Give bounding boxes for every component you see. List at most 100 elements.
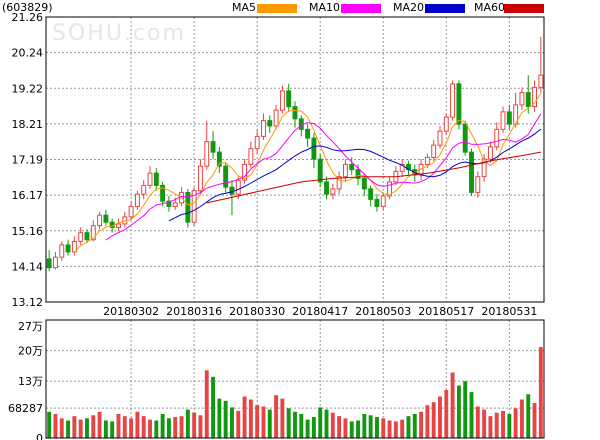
candlestick-series [46, 36, 544, 272]
volume-bar [135, 411, 140, 438]
volume-bar [53, 413, 58, 438]
candle [311, 132, 317, 168]
candle [292, 101, 298, 128]
candle-body-up [242, 163, 248, 181]
candle-body-down [160, 184, 166, 202]
candle-body-up [279, 90, 285, 111]
volume-bar [488, 416, 493, 438]
candle-body-up [494, 128, 500, 148]
candle-body-down [324, 181, 329, 195]
volume-bar [204, 370, 209, 438]
price-tick-label: 20.24 [12, 47, 44, 60]
volume-bar [400, 419, 405, 438]
volume-bar [223, 400, 228, 438]
legend-item-ma10: MA10 [309, 1, 381, 14]
candle-body-down [506, 111, 512, 125]
candle [147, 166, 153, 189]
candle [223, 162, 229, 193]
candle-body-up [90, 225, 96, 241]
date-axis: 20180302 20180316 20180330 20180417 20180503… [103, 305, 537, 318]
candle-body-up [330, 188, 336, 195]
volume-bar [444, 389, 449, 438]
candle-body-up [273, 109, 279, 127]
candle [525, 75, 531, 114]
candle-body-up [116, 223, 121, 228]
volume-bar [450, 372, 455, 438]
candle [349, 157, 355, 175]
candle-body-up [147, 172, 153, 186]
ma5-line [74, 93, 542, 253]
volume-tick-label: 27万 [18, 320, 43, 333]
candle [254, 129, 260, 154]
candle-body-up [254, 135, 260, 150]
candle-body-up [191, 190, 197, 223]
volume-bar [507, 413, 512, 438]
volume-bar [501, 410, 505, 438]
date-tick-label: 20180531 [481, 305, 537, 318]
volume-bar [154, 420, 159, 438]
legend-swatch-ma60 [504, 4, 544, 13]
volume-bar [381, 418, 386, 438]
candle [380, 192, 386, 210]
price-tick-label: 14.14 [12, 260, 44, 273]
candle-body-up [71, 240, 77, 253]
volume-bar [78, 419, 83, 438]
volume-bar [482, 409, 487, 438]
volume-bar [72, 416, 77, 438]
candle [65, 239, 71, 256]
legend-swatch-ma5 [257, 4, 297, 13]
date-tick-label: 20180316 [166, 305, 222, 318]
candle [185, 188, 191, 228]
volume-bar [337, 416, 342, 438]
volume-bar [475, 406, 480, 438]
candle [53, 251, 58, 270]
candle [519, 87, 525, 111]
moving-average-lines [74, 93, 542, 253]
date-tick-label: 20180503 [355, 305, 411, 318]
candle [317, 153, 323, 188]
candle [141, 180, 147, 200]
price-tick-label: 16.17 [12, 189, 44, 202]
candle-body-up [387, 181, 393, 197]
volume-series [47, 347, 543, 438]
candle [443, 113, 449, 135]
candle-body-up [235, 179, 241, 195]
candle-body-up [97, 214, 103, 227]
legend-swatch-ma20 [425, 4, 465, 13]
candle-body-down [368, 188, 374, 200]
volume-y-axis: 27万 20万 13万 68287 0 [8, 320, 43, 440]
candle-body-down [210, 141, 216, 153]
candle [197, 159, 203, 195]
candle-body-down [355, 169, 361, 179]
candle-body-down [349, 163, 355, 171]
candle [500, 106, 506, 133]
candle-body-down [317, 158, 323, 183]
volume-bar [230, 407, 234, 438]
candle-body-up [500, 111, 506, 130]
candle [128, 201, 134, 221]
volume-bar [469, 392, 474, 438]
volume-bar [456, 385, 461, 438]
volume-bar [362, 413, 367, 438]
candle-body-up [59, 244, 65, 258]
candle-body-down [229, 186, 235, 195]
candle [538, 36, 544, 93]
price-tick-label: 17.19 [12, 154, 44, 167]
date-tick-label: 20180417 [292, 305, 348, 318]
candle-body-down [525, 92, 531, 108]
candle-body-up [134, 193, 140, 207]
price-tick-label: 15.16 [12, 225, 44, 238]
volume-bar [532, 403, 537, 438]
volume-bar [173, 417, 178, 438]
legend-swatch-ma10 [341, 4, 381, 13]
candle-body-down [65, 244, 71, 253]
candle [273, 104, 279, 130]
candle [431, 139, 437, 161]
candle [242, 159, 248, 184]
candle-body-down [223, 165, 229, 188]
price-frame [45, 16, 545, 303]
volume-bar [286, 408, 291, 438]
candle-body-down [185, 191, 191, 223]
legend: MA5 MA10 MA20 MA60 [232, 1, 544, 14]
